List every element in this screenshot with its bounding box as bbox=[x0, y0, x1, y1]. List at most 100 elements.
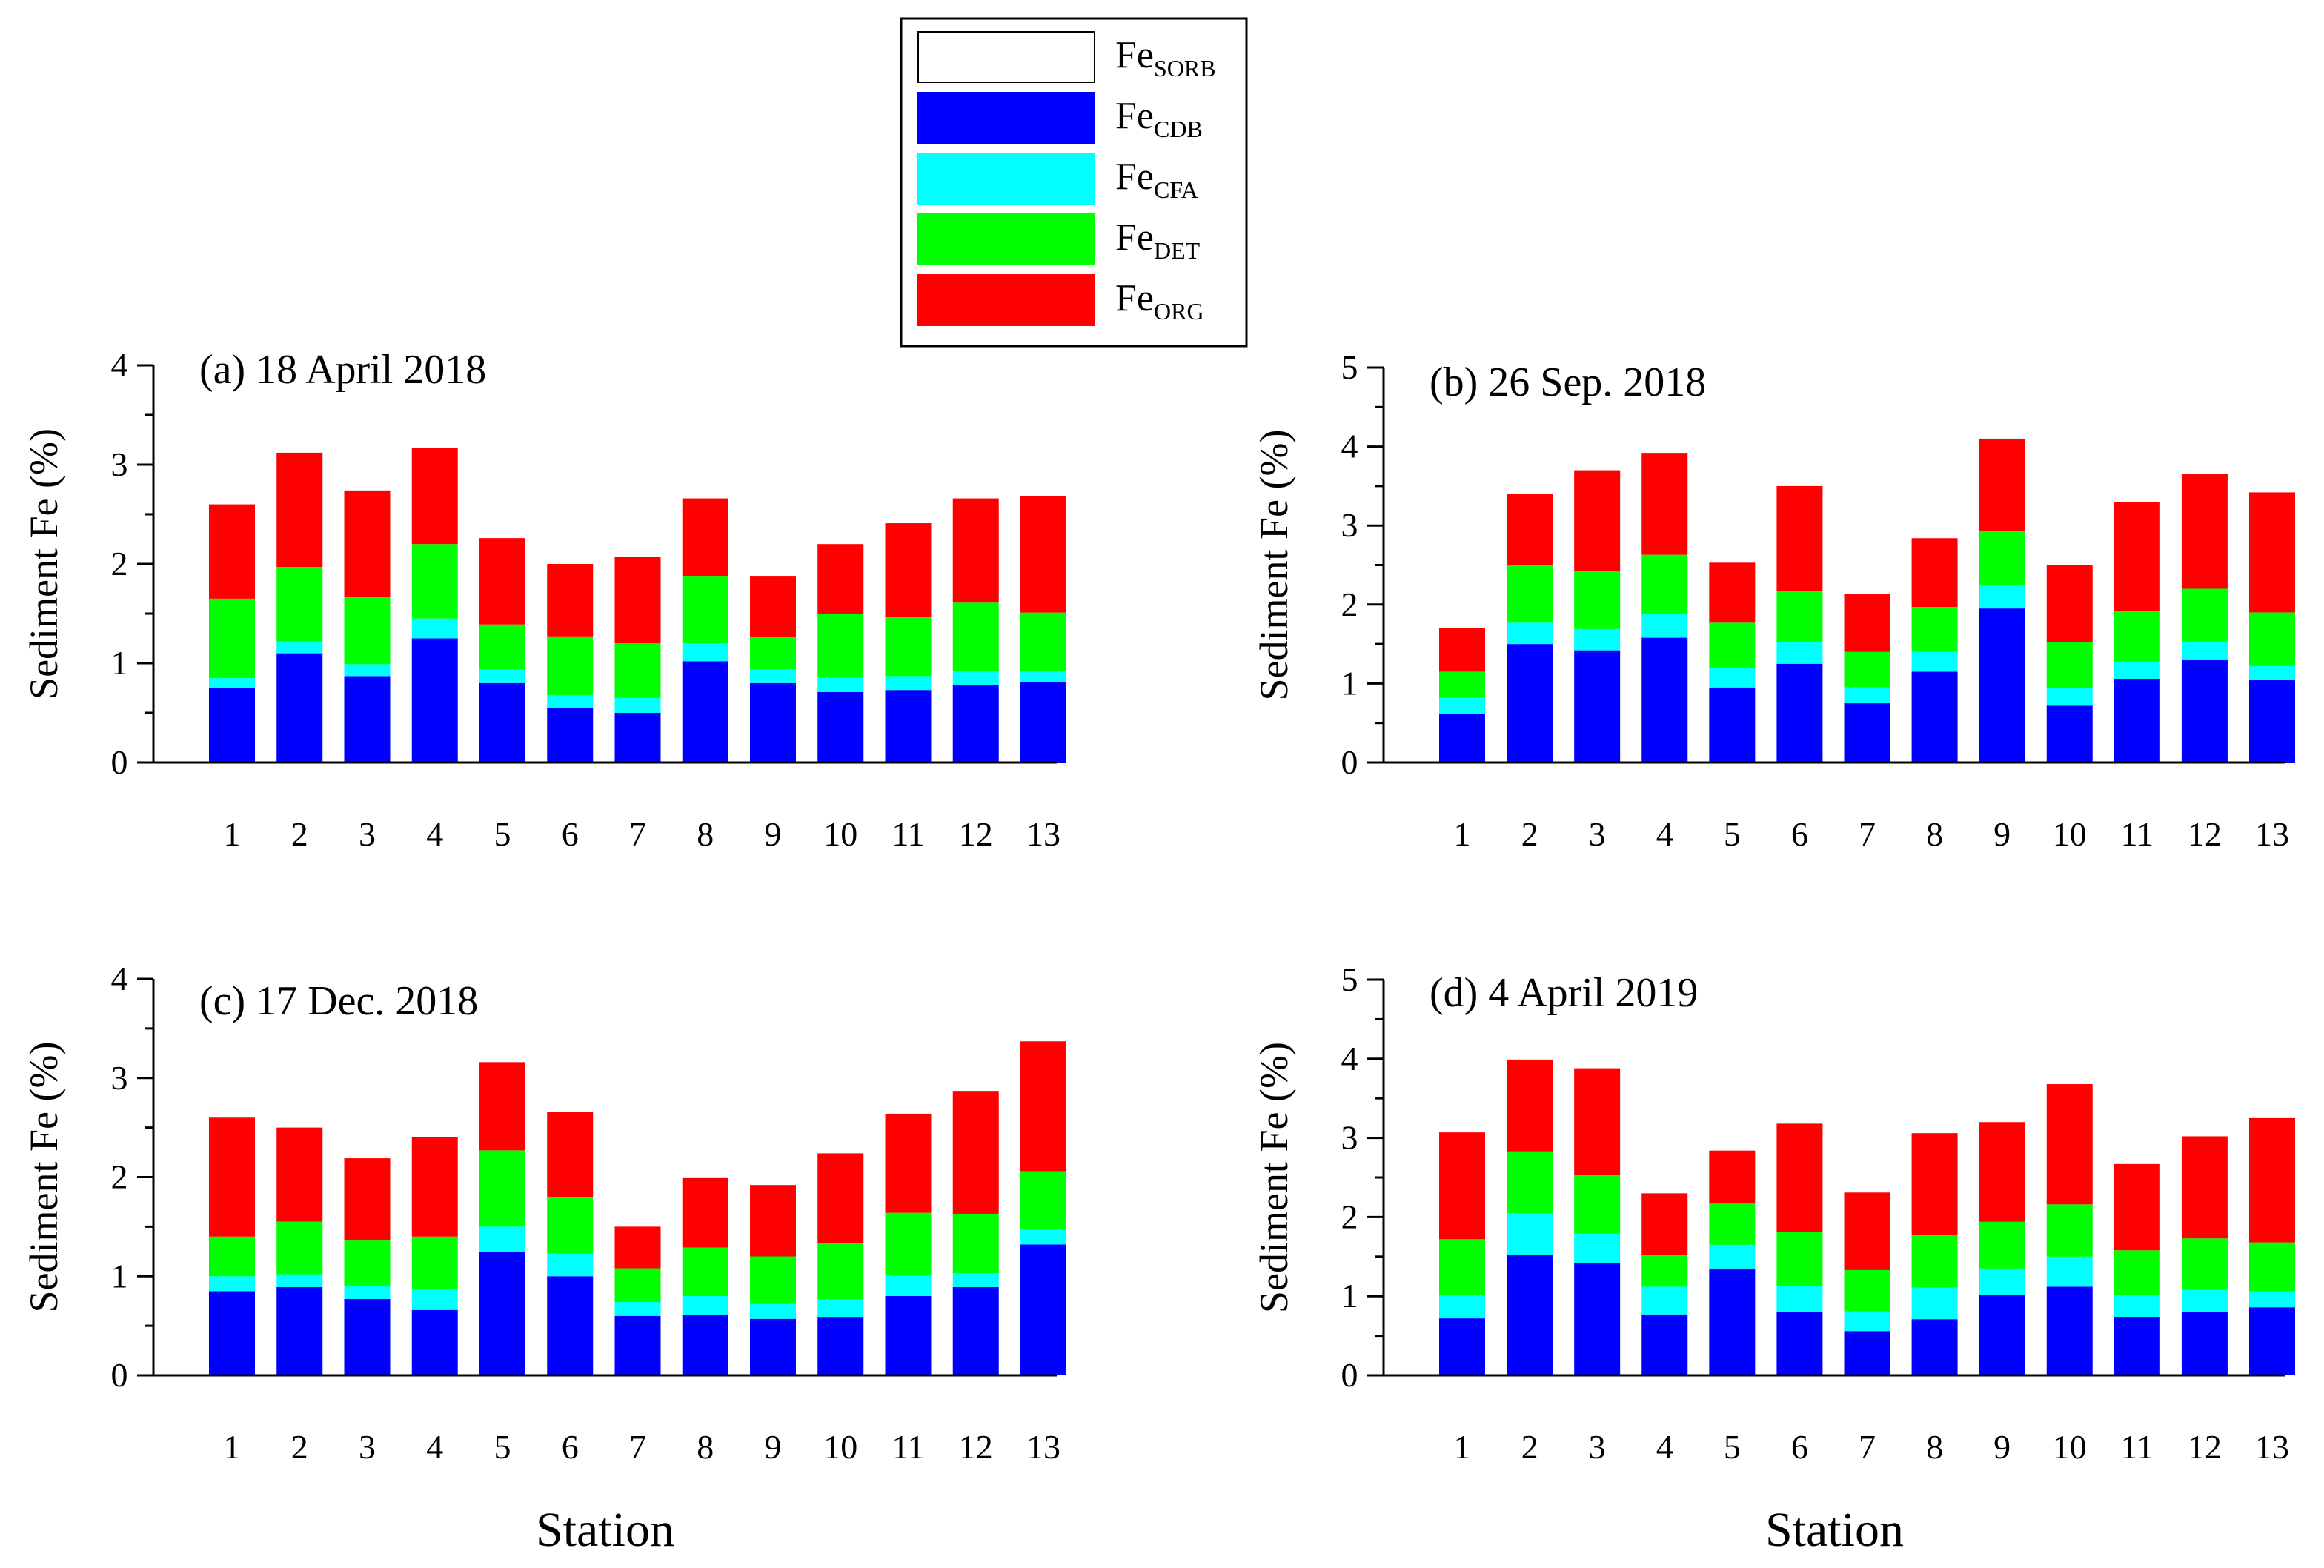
y-tick-label: 3 bbox=[1341, 506, 1358, 544]
bar-feorg-station-9 bbox=[750, 576, 796, 638]
x-tick-label: 3 bbox=[1589, 815, 1606, 853]
bar-fedet-station-9 bbox=[1979, 531, 2025, 585]
bar-fecdb-station-6 bbox=[547, 1276, 594, 1375]
bar-feorg-station-5 bbox=[479, 1062, 525, 1151]
bar-fecdb-station-8 bbox=[1911, 1319, 1958, 1375]
bar-feorg-station-2 bbox=[1507, 1059, 1553, 1152]
bar-fecfa-station-9 bbox=[750, 1303, 796, 1319]
bar-fedet-station-12 bbox=[952, 1213, 999, 1274]
x-tick-label: 12 bbox=[959, 1428, 993, 1466]
x-tick-label: 8 bbox=[1926, 1428, 1943, 1466]
x-tick-label: 5 bbox=[494, 815, 511, 853]
panel-title: (d) 4 April 2019 bbox=[1430, 970, 1698, 1016]
legend-label-main: Fe bbox=[1115, 34, 1154, 76]
bar-fedet-station-6 bbox=[1776, 1232, 1823, 1286]
y-axis-label: Sediment Fe (%) bbox=[21, 1042, 66, 1313]
bar-fecdb-station-7 bbox=[614, 1315, 661, 1375]
bar-feorg-station-6 bbox=[547, 564, 594, 637]
bar-feorg-station-7 bbox=[614, 557, 661, 644]
bar-fecfa-station-9 bbox=[1979, 585, 2025, 609]
bar-fecdb-station-4 bbox=[1641, 637, 1688, 763]
legend-label-subscript: CFA bbox=[1154, 176, 1198, 203]
bar-fecdb-station-1 bbox=[1439, 1318, 1485, 1375]
bar-fedet-station-10 bbox=[2046, 1204, 2093, 1257]
bar-fecdb-station-7 bbox=[1844, 703, 1890, 763]
legend-label-main: Fe bbox=[1115, 95, 1154, 137]
bar-fecdb-station-8 bbox=[1911, 671, 1958, 763]
y-tick-label: 3 bbox=[111, 445, 128, 483]
x-tick-label: 13 bbox=[1026, 1428, 1060, 1466]
bar-fedet-station-8 bbox=[1911, 606, 1958, 652]
bar-fecdb-station-13 bbox=[1020, 1244, 1066, 1375]
bar-fedet-station-10 bbox=[817, 614, 864, 677]
x-tick-label: 1 bbox=[1454, 1428, 1471, 1466]
y-tick-label: 1 bbox=[111, 1257, 128, 1295]
bar-fedet-station-1 bbox=[1439, 671, 1485, 698]
bar-fecdb-station-10 bbox=[817, 1317, 864, 1375]
bar-feorg-station-1 bbox=[1439, 1132, 1485, 1240]
bar-fecfa-station-4 bbox=[411, 618, 458, 639]
bar-fedet-station-10 bbox=[2046, 642, 2093, 688]
x-tick-label: 11 bbox=[2121, 815, 2154, 853]
bar-feorg-station-13 bbox=[1020, 496, 1066, 613]
legend-label-subscript: CDB bbox=[1154, 116, 1203, 142]
legend-label-det: FeDET bbox=[1115, 216, 1201, 264]
bar-feorg-station-5 bbox=[1709, 1150, 1756, 1204]
bar-feorg-station-3 bbox=[1574, 1068, 1621, 1175]
panel-title: (b) 26 Sep. 2018 bbox=[1430, 359, 1706, 405]
bar-fecfa-station-9 bbox=[750, 669, 796, 683]
bar-fecdb-station-11 bbox=[885, 690, 932, 763]
bar-fecfa-station-6 bbox=[1776, 642, 1823, 664]
bar-fecfa-station-7 bbox=[614, 1302, 661, 1316]
y-tick-label: 3 bbox=[111, 1059, 128, 1097]
bar-feorg-station-5 bbox=[479, 538, 525, 625]
bar-fedet-station-13 bbox=[2249, 1242, 2295, 1292]
bar-feorg-station-1 bbox=[209, 504, 255, 599]
bar-fecdb-station-7 bbox=[1844, 1331, 1890, 1375]
bar-feorg-station-9 bbox=[750, 1185, 796, 1257]
x-tick-label: 2 bbox=[291, 815, 308, 853]
bar-feorg-station-6 bbox=[1776, 1123, 1823, 1232]
bar-fecfa-station-2 bbox=[276, 641, 323, 654]
bar-fecdb-station-1 bbox=[1439, 713, 1485, 763]
bar-fecfa-station-2 bbox=[1507, 622, 1553, 645]
bar-fecfa-station-3 bbox=[1574, 1233, 1621, 1263]
bar-fedet-station-2 bbox=[1507, 1151, 1553, 1214]
bar-fecdb-station-13 bbox=[2249, 1307, 2295, 1375]
bar-fecfa-station-5 bbox=[479, 669, 525, 683]
bar-fedet-station-1 bbox=[209, 598, 255, 679]
panel-title: (c) 17 Dec. 2018 bbox=[199, 978, 478, 1024]
bar-fedet-station-11 bbox=[2114, 611, 2160, 662]
x-tick-label: 10 bbox=[823, 815, 857, 853]
x-tick-label: 5 bbox=[1724, 1428, 1741, 1466]
bar-fecfa-station-4 bbox=[1641, 614, 1688, 638]
bar-fecdb-station-12 bbox=[2181, 1312, 2228, 1375]
bar-fedet-station-5 bbox=[479, 1150, 525, 1227]
x-axis-label: Station bbox=[1765, 1503, 1904, 1557]
bar-feorg-station-7 bbox=[1844, 594, 1890, 652]
bar-fedet-station-6 bbox=[547, 1197, 594, 1254]
x-tick-label: 6 bbox=[1791, 1428, 1808, 1466]
x-tick-label: 10 bbox=[823, 1428, 857, 1466]
bar-fecdb-station-11 bbox=[2114, 679, 2160, 763]
bar-fecfa-station-1 bbox=[209, 678, 255, 688]
y-tick-label: 1 bbox=[111, 644, 128, 682]
bar-fedet-station-7 bbox=[614, 643, 661, 698]
bar-feorg-station-8 bbox=[682, 498, 728, 577]
bar-fedet-station-13 bbox=[1020, 1171, 1066, 1230]
x-tick-label: 1 bbox=[224, 1428, 241, 1466]
legend-label-main: Fe bbox=[1115, 216, 1154, 259]
bar-fedet-station-5 bbox=[1709, 622, 1756, 668]
legend-label-org: FeORG bbox=[1115, 277, 1204, 325]
legend-label-subscript: SORB bbox=[1154, 55, 1216, 82]
legend-label-sorb: FeSORB bbox=[1115, 34, 1216, 82]
bar-fedet-station-6 bbox=[547, 636, 594, 695]
x-tick-label: 12 bbox=[2188, 1428, 2222, 1466]
bar-feorg-station-8 bbox=[682, 1177, 728, 1248]
bar-fecdb-station-6 bbox=[547, 708, 594, 763]
bar-fecfa-station-12 bbox=[2181, 1289, 2228, 1312]
legend-swatch-org bbox=[917, 274, 1095, 326]
bar-fedet-station-4 bbox=[411, 1236, 458, 1289]
bar-fecdb-station-2 bbox=[1507, 1255, 1553, 1375]
bar-feorg-station-8 bbox=[1911, 538, 1958, 607]
